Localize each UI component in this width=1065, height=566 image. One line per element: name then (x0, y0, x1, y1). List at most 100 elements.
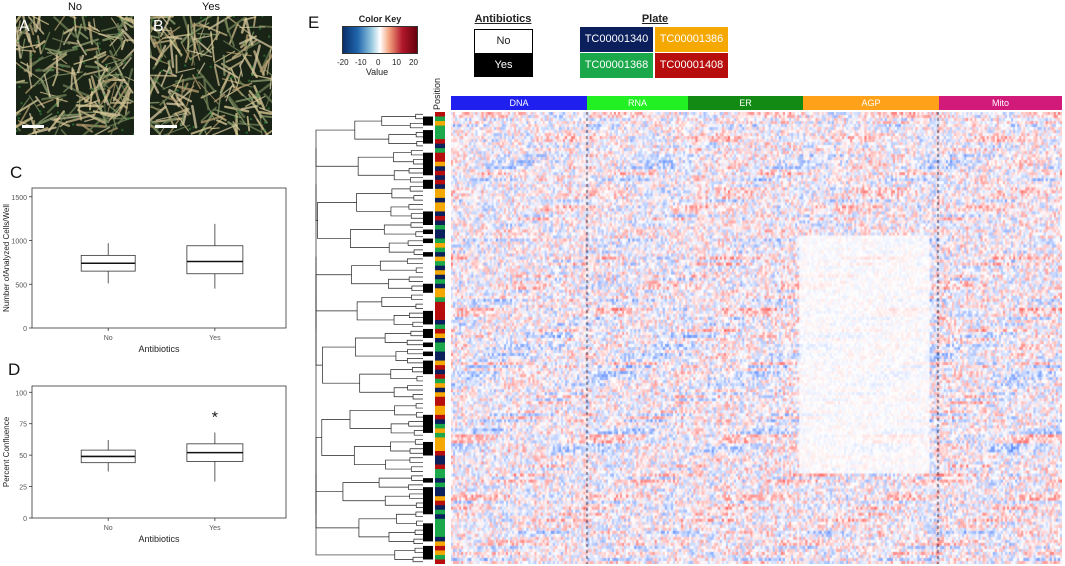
panel-a-title: No (67, 1, 83, 13)
dendrogram-branch (414, 529, 423, 535)
dendrogram-branch (357, 156, 395, 176)
plate-cell (435, 414, 445, 420)
antibiotics-cell (423, 554, 433, 560)
antibiotics-cell (423, 469, 433, 474)
antibiotics-cell (423, 148, 433, 153)
antibiotics-cell (423, 315, 433, 321)
dendrogram-branch (353, 446, 391, 465)
antibiotics-cell (423, 532, 433, 538)
chart-percent-confluence: 0 25 50 75 100 No Yes Antibiotics Percent Conflu… (2, 385, 287, 544)
antibiotics-cell (423, 550, 433, 556)
plate-cell (435, 347, 445, 352)
plot-frame (31, 385, 287, 519)
antibiotics-cell (423, 256, 433, 262)
antibiotics-cell (423, 351, 433, 357)
scale-bar-b (155, 125, 177, 128)
plate-cell (435, 550, 445, 556)
dendrogram-branch (409, 448, 423, 454)
plate-cell (435, 170, 445, 176)
plate-legend-cell-2: TC00001386 (655, 27, 728, 52)
plate-cell (435, 478, 445, 483)
plate-cell (435, 161, 445, 167)
plate-cell (435, 383, 445, 389)
dendrogram-branch (415, 511, 423, 517)
box-1 (186, 245, 244, 275)
plate-cell (435, 324, 445, 330)
plate-cell (435, 319, 445, 325)
plate-cell (435, 342, 445, 348)
antibiotics-cell (423, 252, 433, 257)
antibiotics-cell (423, 292, 433, 298)
x-tick-label-0: No (104, 335, 113, 342)
dendrogram-branch (411, 294, 423, 300)
antibiotics-cell (423, 478, 433, 483)
antibiotics-cell (423, 170, 433, 176)
x-tick-label-0: No (104, 525, 113, 532)
antibiotics-cell (423, 487, 433, 492)
plate-cell (435, 175, 445, 181)
plate-cell (435, 112, 445, 117)
dendrogram-branch (378, 477, 412, 488)
antibiotics-cell (423, 202, 433, 208)
plate-cell (435, 491, 445, 497)
panel-d-letter: D (8, 360, 21, 379)
plate-cell (435, 270, 445, 276)
dendrogram-branch (409, 122, 423, 129)
dendrogram-branch (393, 170, 411, 181)
plate-cell (435, 121, 445, 126)
dendrogram-branch (415, 412, 423, 418)
plate-cell (435, 496, 445, 502)
antibiotics-cell (423, 297, 433, 303)
chart-cells-per-well: 0 500 1000 1500 No Yes Antibiotics Number ofAna… (2, 187, 287, 354)
dendrogram-branch (416, 141, 423, 147)
antibiotics-cell (423, 464, 433, 470)
plate-cell (435, 211, 445, 217)
plate-legend-title: Plate (641, 13, 669, 25)
dendrogram-branch (407, 385, 423, 391)
plate-cell (435, 500, 445, 506)
plate-cell (435, 451, 445, 456)
y-tick-label-4: 100 (15, 390, 27, 397)
plate-cell (435, 532, 445, 538)
dendrogram-branch (391, 188, 414, 199)
plate-legend-cell-4: TC00001408 (655, 53, 728, 78)
channel-band-dna: DNA (451, 96, 587, 110)
plate-cell (435, 536, 445, 542)
antibiotics-cell (423, 545, 433, 551)
plate-cell (435, 378, 445, 384)
antibiotics-cell (423, 319, 433, 325)
antibiotics-cell (423, 206, 433, 212)
micrograph-a-texture (16, 16, 134, 135)
antibiotics-cell (423, 378, 433, 384)
plate-cell (435, 197, 445, 203)
antibiotics-cell (423, 279, 433, 285)
plate-cell (435, 446, 445, 452)
antibiotics-cell (423, 491, 433, 497)
antibiotics-cell (423, 265, 433, 271)
plate-cell (435, 297, 445, 303)
antibiotics-cell (423, 396, 433, 402)
antibiotics-cell (423, 423, 433, 429)
dendrogram-branch (321, 419, 355, 456)
plate-cell (435, 437, 445, 443)
plate-cell (435, 206, 445, 212)
dendrogram-branch (409, 186, 423, 192)
antibiotics-cell (423, 428, 433, 434)
dendrogram-branch (412, 394, 423, 400)
panel-c-letter: C (10, 163, 23, 182)
plate-cell (435, 152, 445, 158)
antibiotics-cell (423, 356, 433, 361)
antibiotics-cell (423, 374, 433, 379)
dendrogram-branch (388, 242, 415, 253)
plate-legend-cell-3: TC00001368 (580, 53, 653, 78)
plate-cell (435, 130, 445, 135)
color-key-tick-1: -20 (337, 58, 349, 67)
antibiotics-cell (423, 518, 433, 524)
plate-cell (435, 396, 445, 402)
heatmap-matrix (451, 112, 1062, 564)
antibiotics-legend-no: No (474, 29, 533, 54)
plate-cell (435, 315, 445, 321)
dendrogram-branch (393, 387, 414, 398)
plate-cell (435, 247, 445, 253)
antibiotics-cell (423, 369, 433, 375)
